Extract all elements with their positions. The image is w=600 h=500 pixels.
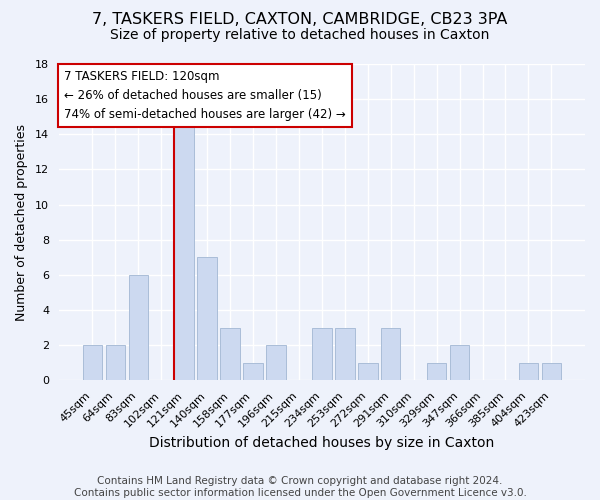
Bar <box>266 345 286 380</box>
Bar <box>106 345 125 380</box>
Bar <box>542 363 561 380</box>
Bar <box>175 116 194 380</box>
Bar <box>128 275 148 380</box>
Bar <box>358 363 377 380</box>
Bar <box>427 363 446 380</box>
Bar <box>518 363 538 380</box>
Bar <box>244 363 263 380</box>
Bar <box>335 328 355 380</box>
Text: Size of property relative to detached houses in Caxton: Size of property relative to detached ho… <box>110 28 490 42</box>
Bar <box>220 328 240 380</box>
Text: 7 TASKERS FIELD: 120sqm
← 26% of detached houses are smaller (15)
74% of semi-de: 7 TASKERS FIELD: 120sqm ← 26% of detache… <box>64 70 346 122</box>
Bar <box>197 258 217 380</box>
Text: Contains HM Land Registry data © Crown copyright and database right 2024.
Contai: Contains HM Land Registry data © Crown c… <box>74 476 526 498</box>
Bar <box>381 328 400 380</box>
Bar <box>450 345 469 380</box>
Bar <box>83 345 102 380</box>
Bar <box>312 328 332 380</box>
Y-axis label: Number of detached properties: Number of detached properties <box>15 124 28 320</box>
X-axis label: Distribution of detached houses by size in Caxton: Distribution of detached houses by size … <box>149 436 494 450</box>
Text: 7, TASKERS FIELD, CAXTON, CAMBRIDGE, CB23 3PA: 7, TASKERS FIELD, CAXTON, CAMBRIDGE, CB2… <box>92 12 508 28</box>
